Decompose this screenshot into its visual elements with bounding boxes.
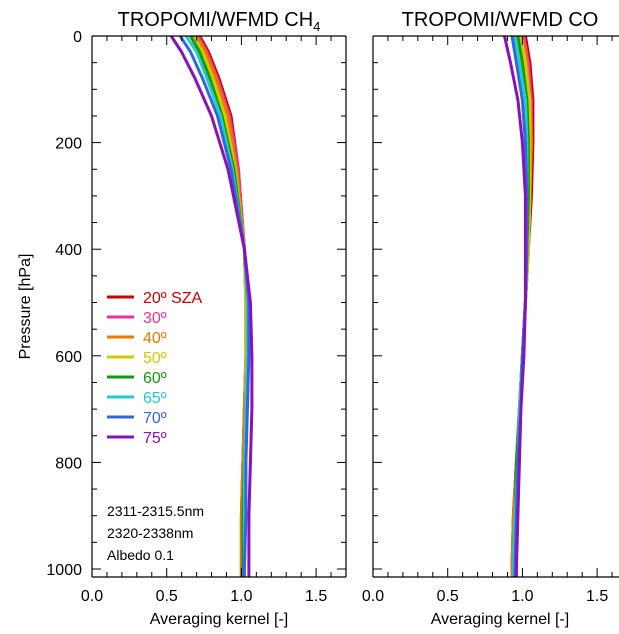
y-tick-label: 600 [55,349,82,366]
legend-label: 60º [143,370,167,387]
x-tick-label: 0.5 [437,588,459,605]
legend-label: 20º SZA [143,290,203,307]
annotation-note: 2311-2315.5nm [107,503,204,519]
x-tick-label: 1.0 [230,588,252,605]
y-tick-label: 1000 [46,562,82,579]
y-axis-label: Pressure [hPa] [17,254,34,360]
series-line [503,36,527,577]
x-axis-label: Averaging kernel [-] [431,611,569,628]
y-tick-label: 400 [55,242,82,259]
annotation-note: 2320-2338nm [107,525,193,541]
x-axis-label: Averaging kernel [-] [150,611,288,628]
legend-label: 30º [143,310,167,327]
legend-label: 75º [143,430,167,447]
x-tick-label: 0.5 [156,588,178,605]
legend-label: 50º [143,350,167,367]
x-tick-label: 1.5 [305,588,327,605]
annotation-note: Albedo 0.1 [107,547,174,563]
series-group [503,36,535,577]
legend-label: 70º [143,410,167,427]
y-tick-label: 200 [55,136,82,153]
legend: 20º SZA 30º 40º 50º 60º 65º 70º 75º [107,290,203,447]
y-tick-label: 800 [55,455,82,472]
legend-label: 40º [143,330,167,347]
chart-panel-2: TROPOMI/WFMD CO 0.0 0.5 1.0 1.5 Averaging ker… [362,9,619,628]
chart-title: TROPOMI/WFMD CH4 [118,9,321,34]
chart-title: TROPOMI/WFMD CO [402,9,599,31]
x-tick-label: 0.0 [362,588,384,605]
chart-panel-1: TROPOMI/WFMD CH4 0.0 0.5 1.0 1.5 0 200 400 600 80… [17,9,347,628]
x-tick-label: 1.0 [511,588,533,605]
x-tick-label: 0.0 [81,588,103,605]
legend-label: 65º [143,390,167,407]
title-subscript: 4 [313,19,320,34]
series-group [169,36,254,577]
series-line [169,36,254,577]
x-tick-label: 1.5 [586,588,608,605]
y-tick-label: 0 [73,29,82,46]
